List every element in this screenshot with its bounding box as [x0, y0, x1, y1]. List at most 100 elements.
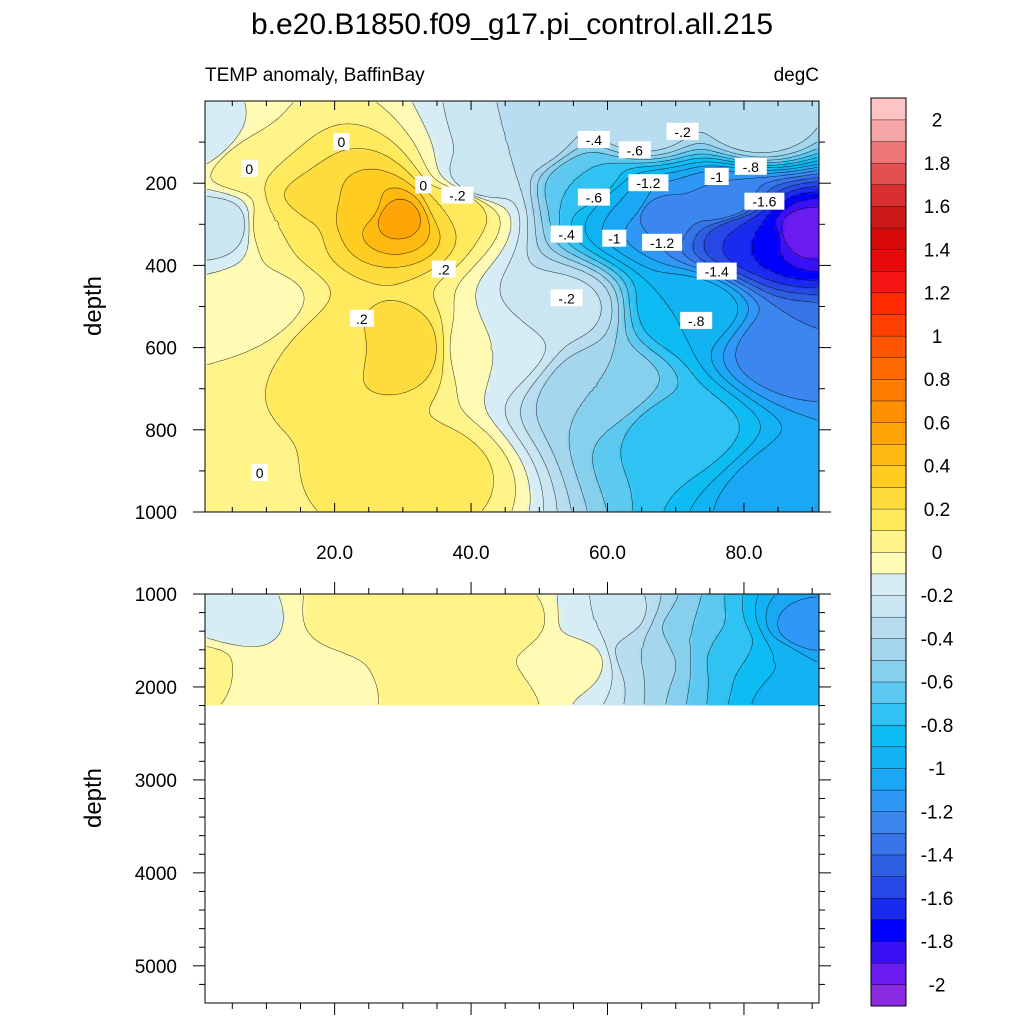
colorbar-swatch	[870, 551, 907, 575]
contour-label-text: -1.2	[650, 235, 674, 251]
contour-label: -.2	[666, 122, 699, 140]
upper-contour-field	[205, 101, 819, 512]
colorbar-tick-label: -0.6	[921, 673, 954, 694]
colorbar-swatch	[870, 703, 907, 726]
colorbar-tick-label: -0.2	[921, 586, 954, 607]
contour-line	[206, 102, 546, 511]
colorbar-tick-label: 2	[932, 111, 943, 132]
contour-label-text: -.8	[743, 159, 760, 175]
colorbar-swatch	[870, 422, 907, 445]
colorbar-tick-label: 1.8	[924, 154, 950, 175]
contour-label-text: 0	[245, 161, 253, 177]
contour-label: -1.6	[744, 192, 785, 210]
y-tick-label: 400	[145, 256, 177, 277]
y-tick-label: 800	[145, 421, 177, 442]
y-tick-label: 1000	[135, 503, 177, 524]
contour-label: -.2	[441, 186, 474, 204]
colorbar-swatch	[870, 789, 907, 812]
colorbar-tick-label: 0.2	[924, 500, 950, 521]
colorbar-swatch	[870, 249, 907, 272]
contour-line	[362, 187, 430, 255]
contour-label-text: -.6	[586, 190, 603, 206]
contour-label-text: -.4	[558, 227, 575, 243]
upper-axes: 20.0 40.0 60.0 80.0 200 400 600 800 1000	[135, 101, 831, 564]
colorbar-swatch	[870, 984, 907, 1007]
colorbar-swatch	[870, 811, 907, 834]
colorbar-tick-label: -1.6	[921, 889, 954, 910]
colorbar-swatch	[870, 184, 907, 207]
colorbar-swatch	[870, 746, 907, 769]
contour-label: .2	[431, 260, 456, 278]
colorbar-swatch	[870, 357, 907, 380]
colorbar-swatch	[870, 162, 907, 185]
colorbar-swatch	[870, 573, 907, 596]
colorbar: -2 -1.8 -1.6 -1.4 -1.2 -1 -0.8 -0.6 -0.4 -0.2 0 0.2…	[870, 97, 954, 1007]
colorbar-swatch	[870, 854, 907, 877]
y-tick-label: 2000	[135, 678, 177, 699]
contour-line	[662, 595, 679, 705]
y-tick-label: 4000	[135, 864, 177, 885]
colorbar-tick-label: -1	[929, 759, 946, 780]
contour-label-text: -1	[710, 169, 723, 185]
contour-label: -.6	[577, 188, 610, 206]
colorbar-tick-label: 1.6	[924, 197, 950, 218]
x-tick-label: 80.0	[725, 543, 762, 564]
contour-line	[765, 595, 818, 663]
contour-label-text: .2	[356, 311, 368, 327]
colorbar-swatch	[870, 97, 907, 121]
colorbar-swatch	[870, 227, 907, 250]
lower-axes: 1000 2000 3000 4000 5000	[135, 582, 831, 1015]
colorbar-swatch	[870, 443, 907, 467]
colorbar-swatch	[870, 832, 907, 856]
contour-label-text: -.6	[627, 142, 644, 158]
contour-label: -1.4	[696, 262, 737, 280]
colorbar-tick-label: -2	[929, 975, 946, 996]
y-tick-label: 600	[145, 339, 177, 360]
contour-label: -.2	[550, 289, 583, 307]
y-tick-label: 5000	[135, 957, 177, 978]
colorbar-tick-label: -1.2	[921, 802, 954, 823]
colorbar-tick-label: 0.4	[924, 457, 951, 478]
contour-line	[206, 595, 545, 705]
colorbar-swatch	[870, 897, 907, 921]
contour-label: 0	[333, 133, 350, 151]
colorbar-swatch	[870, 724, 907, 748]
contour-label-text: -.8	[688, 313, 705, 329]
contour-line	[537, 141, 818, 511]
contour-line	[530, 127, 818, 511]
x-tick-label: 60.0	[589, 543, 626, 564]
contour-label-text: -1.6	[752, 194, 776, 210]
contour-label: -1	[602, 229, 627, 247]
contour-line	[589, 595, 613, 705]
plot-title: b.e20.B1850.f09_g17.pi_control.all.215	[251, 8, 773, 41]
contour-line	[781, 206, 818, 260]
y-tick-label: 200	[145, 174, 177, 195]
contour-line	[686, 595, 702, 705]
colorbar-swatch	[870, 313, 907, 337]
contour-line	[284, 148, 457, 396]
colorbar-swatch	[870, 400, 907, 423]
colorbar-tick-label: 0.6	[924, 413, 950, 434]
upper-panel: 0 0 0 -.2 .2 .2 0 -.4 -.6 -.2 -1.2 -1 -.8 -.6 -1.6 -.4 -…	[80, 100, 831, 564]
x-tick-label: 40.0	[453, 543, 490, 564]
colorbar-swatch	[870, 292, 907, 315]
contour-label-text: .2	[438, 262, 450, 278]
contour-label-text: -.2	[558, 290, 575, 306]
colorbar-swatch	[870, 465, 907, 488]
contour-line	[206, 102, 531, 511]
contour-label: 0	[415, 176, 432, 194]
contour-label: -.8	[734, 157, 767, 175]
left-subtitle: TEMP anomaly, BaffinBay	[205, 65, 425, 86]
contour-label: -.4	[577, 131, 610, 148]
contour-label: -1.2	[642, 233, 683, 251]
colorbar-swatch	[870, 681, 907, 704]
contour-line	[206, 102, 516, 511]
contour-label-text: 0	[256, 465, 264, 481]
colorbar-swatch	[870, 659, 907, 683]
contour-line	[777, 596, 818, 651]
upper-y-axis-label: depth	[80, 276, 107, 336]
colorbar-swatch	[870, 119, 907, 142]
lower-contour-field	[205, 594, 819, 706]
contour-line	[641, 595, 662, 705]
